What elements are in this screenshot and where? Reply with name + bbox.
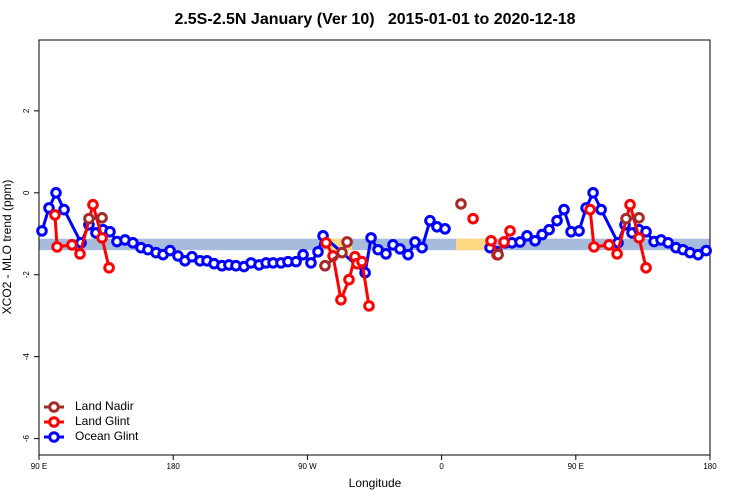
y-tick-label: 2 bbox=[22, 108, 31, 113]
legend-label: Land Glint bbox=[75, 414, 130, 428]
data-point bbox=[439, 223, 451, 235]
legend-label: Land Nadir bbox=[75, 399, 134, 413]
data-point bbox=[409, 236, 421, 248]
data-point bbox=[492, 248, 504, 261]
data-point bbox=[335, 293, 347, 306]
data-point bbox=[514, 236, 526, 248]
legend-swatch-marker bbox=[48, 401, 60, 413]
data-point bbox=[485, 234, 497, 247]
data-point bbox=[640, 225, 652, 238]
data-point bbox=[543, 223, 555, 236]
data-point bbox=[640, 261, 652, 274]
data-point bbox=[402, 248, 414, 261]
data-point bbox=[633, 211, 645, 224]
data-point bbox=[66, 239, 78, 251]
data-point bbox=[50, 187, 62, 199]
data-point bbox=[49, 209, 61, 221]
x-tick-label: 0 bbox=[439, 462, 444, 471]
data-point bbox=[103, 261, 115, 274]
data-point bbox=[588, 241, 600, 253]
data-point bbox=[43, 202, 55, 214]
data-point bbox=[504, 225, 516, 237]
legend-label: Ocean Glint bbox=[75, 429, 139, 443]
x-tick-label: 90 E bbox=[31, 462, 47, 471]
data-point bbox=[104, 225, 116, 238]
data-point bbox=[96, 232, 108, 244]
y-tick-label: -6 bbox=[22, 435, 31, 443]
data-point bbox=[336, 246, 348, 259]
data-point bbox=[380, 248, 392, 260]
data-point bbox=[584, 203, 596, 216]
series-line bbox=[40, 189, 707, 276]
data-point bbox=[51, 241, 63, 253]
data-point bbox=[633, 232, 645, 244]
data-point bbox=[416, 241, 428, 254]
x-tick-label: 180 bbox=[703, 462, 717, 471]
data-point bbox=[467, 212, 479, 225]
data-point bbox=[558, 203, 570, 216]
x-tick-label: 180 bbox=[167, 462, 181, 471]
data-point bbox=[341, 236, 353, 248]
band-highlight bbox=[324, 238, 352, 251]
chart-title: 2.5S-2.5N January (Ver 10) 2015-01-01 to… bbox=[174, 11, 575, 28]
y-tick-label: 0 bbox=[22, 190, 31, 195]
data-point bbox=[127, 236, 139, 249]
data-point bbox=[320, 236, 332, 249]
data-point bbox=[394, 243, 406, 255]
legend-swatch-marker bbox=[48, 431, 60, 443]
data-point bbox=[620, 212, 632, 225]
data-point bbox=[297, 248, 309, 261]
data-point bbox=[83, 212, 95, 225]
x-tick-label: 90 E bbox=[568, 462, 584, 471]
data-point bbox=[312, 246, 324, 258]
data-point bbox=[587, 187, 599, 199]
data-point bbox=[603, 239, 615, 251]
data-point bbox=[573, 225, 585, 237]
data-point bbox=[58, 203, 70, 216]
data-point bbox=[611, 248, 623, 260]
band-highlight bbox=[456, 238, 488, 251]
data-point bbox=[455, 198, 467, 210]
data-point bbox=[595, 203, 607, 216]
data-point bbox=[498, 236, 510, 248]
data-point bbox=[521, 230, 533, 242]
data-point bbox=[343, 273, 355, 286]
y-tick-label: -2 bbox=[22, 271, 31, 279]
y-axis-label: XCO2 - MLO trend (ppm) bbox=[0, 180, 14, 315]
data-point bbox=[36, 225, 48, 237]
data-point bbox=[164, 244, 176, 257]
data-point bbox=[624, 198, 636, 211]
data-point bbox=[356, 255, 368, 268]
data-point bbox=[363, 300, 375, 312]
data-point bbox=[319, 259, 331, 272]
data-point bbox=[551, 214, 563, 227]
data-point bbox=[529, 234, 541, 247]
data-point bbox=[365, 232, 377, 244]
data-point bbox=[96, 211, 108, 224]
data-point bbox=[74, 248, 86, 260]
data-point bbox=[87, 198, 99, 211]
x-axis-label: Longitude bbox=[349, 476, 402, 490]
x-tick-label: 90 W bbox=[298, 462, 317, 471]
y-tick-label: -4 bbox=[22, 353, 31, 361]
data-point bbox=[424, 214, 436, 227]
data-point bbox=[700, 244, 712, 257]
legend-swatch-marker bbox=[48, 416, 60, 428]
data-point bbox=[662, 236, 674, 249]
data-point bbox=[305, 257, 317, 269]
data-point bbox=[290, 255, 302, 268]
